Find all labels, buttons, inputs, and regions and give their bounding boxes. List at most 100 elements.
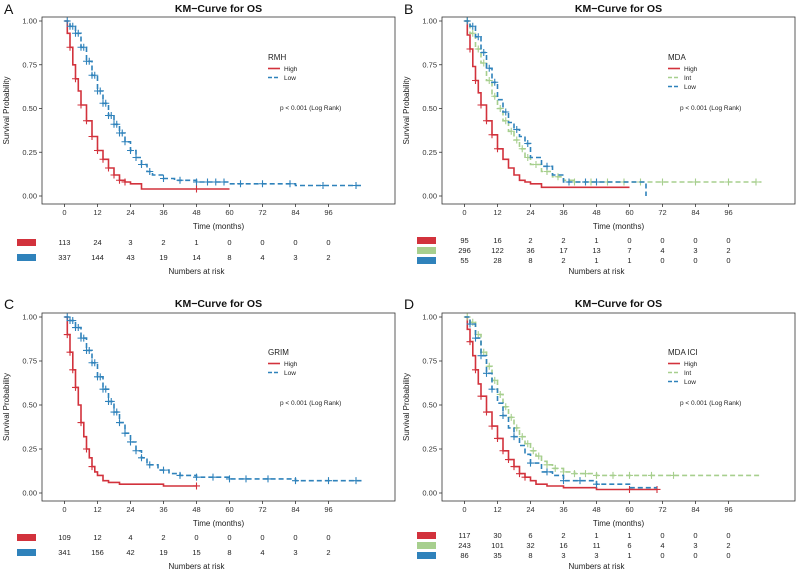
censor-mark-low bbox=[565, 178, 573, 186]
risk-row-swatch bbox=[17, 534, 36, 541]
risk-count: 1 bbox=[194, 238, 198, 247]
censor-mark-low bbox=[524, 140, 532, 147]
x-tick-label: 84 bbox=[691, 208, 699, 217]
censor-mark-int bbox=[626, 471, 633, 479]
y-tick-label: 0.00 bbox=[422, 192, 437, 201]
censor-mark-low bbox=[259, 180, 266, 188]
risk-count: 4 bbox=[128, 533, 132, 542]
risk-count: 43 bbox=[126, 253, 134, 262]
risk-count: 113 bbox=[59, 238, 71, 247]
y-tick-label: 1.00 bbox=[22, 313, 37, 322]
censor-mark-low bbox=[488, 385, 496, 393]
x-tick-label: 24 bbox=[126, 505, 134, 514]
x-tick-label: 96 bbox=[324, 208, 332, 217]
x-tick-label: 60 bbox=[625, 208, 633, 217]
panel-b: B KM−Curve for OS0.000.250.500.751.000 12 2… bbox=[402, 1, 796, 276]
censor-mark-low bbox=[352, 477, 360, 485]
panel-letter: D bbox=[404, 296, 414, 312]
chart-title: KM−Curve for OS bbox=[575, 298, 662, 310]
censor-mark-low bbox=[102, 385, 110, 393]
censor-mark-high bbox=[83, 445, 90, 453]
censor-mark-low bbox=[226, 475, 233, 483]
x-axis-label: Time (months) bbox=[193, 519, 245, 528]
censor-mark-int bbox=[752, 178, 760, 186]
x-tick-label: 48 bbox=[192, 505, 200, 514]
risk-count: 243 bbox=[458, 541, 471, 550]
censor-mark-int bbox=[543, 461, 551, 469]
censor-mark-low bbox=[69, 22, 77, 30]
censor-mark-int bbox=[532, 161, 540, 168]
p-value: p < 0.001 (Log Rank) bbox=[680, 105, 741, 112]
censor-mark-low bbox=[132, 154, 140, 161]
censor-mark-low bbox=[146, 461, 154, 469]
km-curve-int bbox=[464, 20, 762, 183]
censor-mark-low bbox=[212, 178, 220, 186]
censor-mark-low bbox=[96, 373, 104, 381]
censor-mark-low bbox=[176, 176, 184, 184]
censor-mark-low bbox=[576, 477, 584, 485]
x-axis-label: Time (months) bbox=[193, 222, 245, 231]
p-value: p < 0.001 (Log Rank) bbox=[280, 400, 341, 407]
x-axis-label: Time (months) bbox=[593, 222, 645, 231]
chart-title: KM−Curve for OS bbox=[175, 298, 262, 310]
censor-mark-high bbox=[488, 131, 496, 139]
censor-mark-int bbox=[571, 470, 578, 478]
y-tick-label: 0.25 bbox=[422, 445, 437, 454]
x-tick-label: 12 bbox=[93, 208, 101, 217]
censor-mark-low bbox=[242, 475, 250, 483]
censor-mark-int bbox=[692, 178, 699, 186]
y-tick-label: 0.75 bbox=[22, 60, 37, 69]
censor-mark-high bbox=[494, 434, 501, 442]
x-tick-label: 24 bbox=[126, 208, 134, 217]
risk-count: 3 bbox=[693, 541, 697, 550]
y-tick-label: 0.25 bbox=[22, 148, 37, 157]
censor-mark-low bbox=[176, 471, 184, 479]
risk-count: 7 bbox=[627, 246, 631, 255]
censor-mark-int bbox=[485, 77, 493, 84]
x-tick-label: 12 bbox=[493, 505, 501, 514]
risk-table-title: Numbers at risk bbox=[168, 562, 225, 571]
censor-mark-high bbox=[516, 470, 523, 478]
risk-row-swatch bbox=[417, 532, 436, 539]
risk-count: 3 bbox=[561, 551, 565, 560]
x-tick-label: 0 bbox=[462, 505, 466, 514]
legend-title: RMH bbox=[268, 53, 286, 62]
censor-mark-low bbox=[132, 447, 140, 455]
legend-label-high: High bbox=[684, 361, 698, 368]
censor-mark-high bbox=[626, 485, 633, 493]
censor-mark-high bbox=[505, 456, 512, 464]
risk-count: 15 bbox=[192, 548, 200, 557]
risk-count: 0 bbox=[660, 531, 664, 540]
legend-title: MDA bbox=[668, 53, 686, 62]
x-tick-label: 12 bbox=[493, 208, 501, 217]
y-tick-label: 0.25 bbox=[422, 148, 437, 157]
x-tick-label: 84 bbox=[291, 208, 299, 217]
censor-mark-low bbox=[204, 178, 211, 186]
censor-mark-high bbox=[88, 133, 96, 140]
censor-mark-low bbox=[160, 466, 167, 474]
censor-mark-low bbox=[469, 22, 477, 30]
risk-table-title: Numbers at risk bbox=[568, 267, 625, 276]
censor-mark-low bbox=[138, 161, 145, 168]
censor-mark-high bbox=[472, 77, 479, 84]
risk-count: 2 bbox=[161, 533, 165, 542]
risk-count: 0 bbox=[260, 533, 264, 542]
plot-border bbox=[441, 312, 796, 502]
risk-count: 17 bbox=[559, 246, 567, 255]
censor-mark-low bbox=[107, 112, 115, 119]
censor-mark-low bbox=[74, 29, 82, 37]
x-tick-label: 60 bbox=[225, 505, 233, 514]
y-axis-label: Survival Probability bbox=[402, 373, 411, 441]
panel-a: A KM−Curve for OS0.000.250.500.751.000 12 2… bbox=[2, 1, 396, 276]
censor-mark-low bbox=[325, 477, 332, 485]
x-tick-label: 72 bbox=[258, 505, 266, 514]
censor-mark-high bbox=[521, 473, 529, 481]
risk-count: 11 bbox=[593, 541, 601, 550]
risk-row-swatch bbox=[417, 257, 436, 264]
x-tick-label: 0 bbox=[62, 505, 66, 514]
risk-count: 4 bbox=[660, 246, 664, 255]
risk-count: 2 bbox=[726, 246, 730, 255]
y-axis-label: Survival Probability bbox=[2, 373, 11, 441]
p-value: p < 0.001 (Log Rank) bbox=[680, 400, 741, 407]
risk-count: 0 bbox=[627, 236, 631, 245]
